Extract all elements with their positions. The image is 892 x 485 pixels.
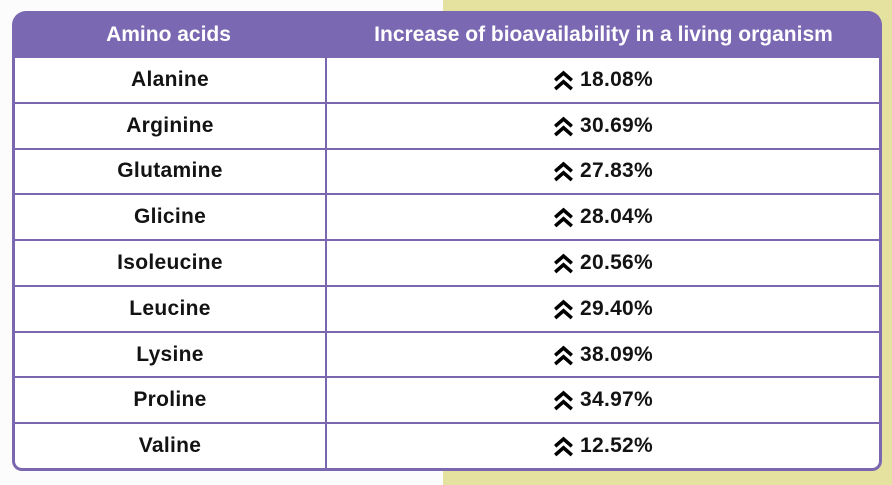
double-chevron-up-icon [553,344,574,366]
percentage-text: 38.09% [579,342,654,366]
table-body: Alanine 18.08% Arginine 30.69% Glutami [12,58,882,471]
amino-acid-name: Glicine [133,205,207,229]
double-chevron-up-icon [553,206,574,228]
bioavailability-value: 38.09% [325,332,879,377]
table-row: Proline 34.97% [15,376,879,423]
percentage-text: 29.40% [579,296,654,320]
double-chevron-up-icon [553,435,574,457]
table-row: Arginine 30.69% [15,101,879,148]
amino-acids-table: Amino acids Increase of bioavailability … [12,11,882,471]
bioavailability-value: 29.40% [325,286,879,331]
amino-acid-name: Valine [138,434,202,458]
table-row: Lysine 38.09% [15,330,879,377]
bioavailability-value: 27.83% [325,149,879,194]
table-row: Glicine 28.04% [15,193,879,240]
amino-acid-name: Proline [133,388,207,412]
double-chevron-up-icon [553,160,574,182]
double-chevron-up-icon [553,252,574,274]
amino-acid-name: Glutamine [117,159,223,183]
column-header-amino-acids: Amino acids [106,22,231,46]
table-row: Leucine 29.40% [15,284,879,331]
percentage-text: 12.52% [579,434,654,458]
double-chevron-up-icon [553,389,574,411]
amino-acid-name: Isoleucine [117,251,223,275]
percentage-text: 34.97% [579,388,654,412]
table-row: Isoleucine 20.56% [15,239,879,285]
bioavailability-value: 30.69% [325,103,879,148]
percentage-text: 30.69% [579,113,654,137]
amino-acid-name: Leucine [129,296,211,320]
double-chevron-up-icon [553,69,574,91]
table-header-row: Amino acids Increase of bioavailability … [12,11,882,58]
bioavailability-value: 28.04% [325,195,879,240]
bioavailability-value: 34.97% [325,378,879,423]
amino-acid-name: Arginine [126,113,214,137]
table-row: Glutamine 27.83% [15,147,879,194]
percentage-text: 18.08% [579,67,654,91]
percentage-text: 20.56% [579,251,654,275]
table-row: Valine 12.52% [15,422,879,468]
bioavailability-value: 18.08% [325,58,879,102]
amino-acid-name: Lysine [136,342,204,366]
double-chevron-up-icon [553,298,574,320]
amino-acid-name: Alanine [131,67,209,91]
bioavailability-value: 20.56% [325,241,879,285]
table-row: Alanine 18.08% [15,58,879,102]
bioavailability-value: 12.52% [325,424,879,468]
double-chevron-up-icon [553,115,574,137]
percentage-text: 28.04% [579,205,654,229]
percentage-text: 27.83% [579,159,654,183]
column-header-bioavailability: Increase of bioavailability in a living … [374,22,833,46]
